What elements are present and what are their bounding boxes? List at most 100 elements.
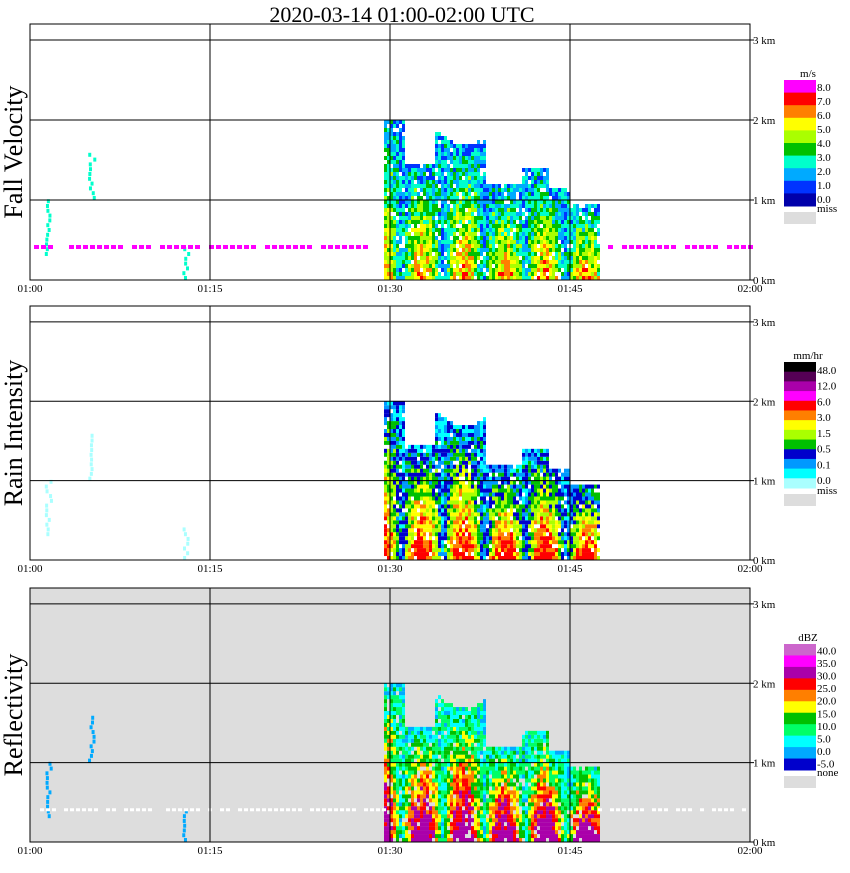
echo-cell (414, 830, 417, 834)
echo-cell (537, 449, 540, 453)
echo-cell (522, 544, 525, 548)
echo-cell (417, 469, 420, 473)
echo-cell (435, 276, 438, 280)
echo-cell (444, 144, 447, 148)
echo-cell (507, 240, 510, 244)
echo-cell (480, 457, 483, 461)
echo-cell (561, 200, 564, 204)
echo-cell (426, 747, 429, 751)
echo-cell (408, 457, 411, 461)
echo-cell (462, 256, 465, 260)
echo-cell (510, 236, 513, 240)
echo-cell (411, 469, 414, 473)
echo-cell (441, 715, 444, 719)
echo-cell (399, 512, 402, 516)
echo-cell (471, 212, 474, 216)
echo-cell (468, 540, 471, 544)
echo-cell (384, 691, 387, 695)
echo-cell (498, 224, 501, 228)
echo-cell (546, 496, 549, 500)
echo-cell (441, 244, 444, 248)
echo-cell (585, 232, 588, 236)
echo-cell (438, 798, 441, 802)
echo-cell (429, 473, 432, 477)
echo-cell (146, 245, 151, 249)
echo-cell (450, 786, 453, 790)
echo-cell (531, 489, 534, 493)
echo-cell (50, 499, 53, 503)
echo-cell (459, 500, 462, 504)
echo-cell (588, 212, 591, 216)
echo-cell (438, 516, 441, 520)
echo-cell (399, 727, 402, 731)
echo-cell (477, 184, 480, 188)
echo-cell (429, 192, 432, 196)
echo-cell (450, 140, 453, 144)
echo-cell (486, 540, 489, 544)
echo-cell (534, 252, 537, 256)
echo-cell (579, 500, 582, 504)
echo-cell (513, 224, 516, 228)
echo-cell (582, 532, 585, 536)
echo-cell (408, 524, 411, 528)
echo-cell (411, 528, 414, 532)
echo-cell (516, 544, 519, 548)
echo-cell (516, 469, 519, 473)
echo-cell (408, 814, 411, 818)
echo-cell (456, 759, 459, 763)
echo-cell (444, 759, 447, 763)
echo-cell (444, 802, 447, 806)
echo-cell (396, 413, 399, 417)
echo-cell (450, 524, 453, 528)
echo-cell (528, 220, 531, 224)
echo-cell (540, 536, 543, 540)
echo-cell (576, 240, 579, 244)
echo-cell (471, 719, 474, 723)
echo-cell (597, 204, 600, 208)
echo-cell (480, 536, 483, 540)
echo-cell (447, 244, 450, 248)
echo-cell (438, 747, 441, 751)
echo-cell (402, 775, 405, 779)
echo-cell (402, 822, 405, 826)
echo-cell (444, 496, 447, 500)
echo-cell (528, 532, 531, 536)
echo-cell (402, 516, 405, 520)
echo-cell (402, 751, 405, 755)
echo-cell (435, 723, 438, 727)
echo-cell (573, 204, 576, 208)
echo-cell (435, 425, 438, 429)
echo-cell (450, 532, 453, 536)
echo-cell (504, 212, 507, 216)
echo-cell (435, 838, 438, 842)
echo-cell (456, 508, 459, 512)
echo-cell (435, 759, 438, 763)
echo-cell (447, 504, 450, 508)
echo-cell (411, 252, 414, 256)
echo-cell (585, 220, 588, 224)
echo-cell (429, 500, 432, 504)
echo-cell (184, 532, 187, 536)
echo-cell (432, 528, 435, 532)
echo-cell (444, 544, 447, 548)
echo-cell (582, 552, 585, 556)
echo-cell (534, 481, 537, 485)
echo-cell (507, 512, 510, 516)
echo-cell (507, 493, 510, 497)
echo-cell (429, 536, 432, 540)
echo-cell (486, 485, 489, 489)
echo-cell (399, 536, 402, 540)
echo-cell (447, 140, 450, 144)
echo-cell (411, 814, 414, 818)
echo-cell (561, 516, 564, 520)
echo-cell (402, 449, 405, 453)
echo-cell (519, 264, 522, 268)
echo-cell (579, 232, 582, 236)
echo-cell (426, 814, 429, 818)
echo-cell (537, 260, 540, 264)
echo-cell (405, 544, 408, 548)
echo-cell (396, 445, 399, 449)
echo-cell (513, 512, 516, 516)
echo-cell (426, 192, 429, 196)
echo-cell (408, 276, 411, 280)
